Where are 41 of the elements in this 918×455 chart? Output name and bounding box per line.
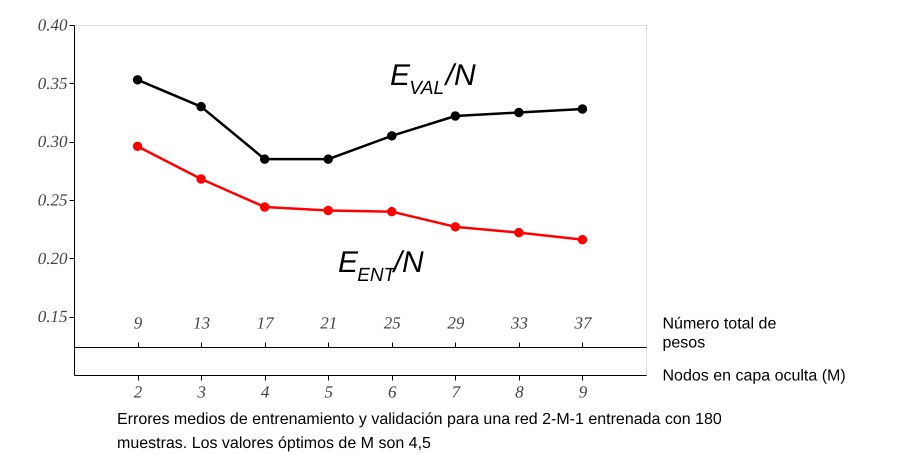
point xyxy=(132,75,142,85)
x2-axis-title: Número total de pesos xyxy=(662,316,776,352)
x2-tick-label: 21 xyxy=(320,314,338,332)
point xyxy=(387,206,397,216)
y-tick-label: 0.20 xyxy=(38,248,68,268)
point xyxy=(514,108,524,118)
x-tick-label: 2 xyxy=(134,382,143,402)
x-axis-title: Nodos en capa oculta (M) xyxy=(662,368,846,384)
point xyxy=(578,234,588,244)
x-tick-label: 9 xyxy=(578,382,588,402)
point xyxy=(260,154,270,164)
point xyxy=(514,228,524,238)
y-tick-label: 0.40 xyxy=(38,16,68,34)
point xyxy=(323,154,333,164)
y-tick-label: 0.35 xyxy=(38,74,68,93)
x-tick-label: 3 xyxy=(196,382,206,402)
point xyxy=(323,206,333,216)
x2-tick-label: 13 xyxy=(193,314,210,332)
point xyxy=(132,142,142,152)
point xyxy=(260,202,270,212)
x-tick-label: 5 xyxy=(324,382,333,402)
x-tick-label: 6 xyxy=(388,382,398,402)
point xyxy=(196,102,206,112)
x2-tick-label: 29 xyxy=(447,314,465,332)
y-tick-label: 0.30 xyxy=(38,132,68,152)
point xyxy=(578,104,588,114)
y-tick-label: 0.15 xyxy=(38,307,68,326)
x-tick-label: 4 xyxy=(260,382,270,402)
point xyxy=(450,111,460,121)
y-tick-label: 0.25 xyxy=(38,190,68,210)
x-tick-label: 8 xyxy=(515,382,524,402)
x2-tick-label: 33 xyxy=(510,314,528,332)
x2-tick-label: 37 xyxy=(573,314,593,332)
x2-tick-label: 25 xyxy=(384,314,401,332)
point xyxy=(387,131,397,141)
point xyxy=(450,222,460,232)
text: Errores medios de entrenamiento y validación para una red 2-M-1 entrenada con 180 muestras. Los valores óptimos de M son 4,5 xyxy=(117,411,722,452)
x-tick-label: 7 xyxy=(452,382,462,402)
x2-tick-label: 17 xyxy=(256,314,276,332)
point xyxy=(196,174,206,184)
x2-tick-label: 9 xyxy=(134,314,143,332)
